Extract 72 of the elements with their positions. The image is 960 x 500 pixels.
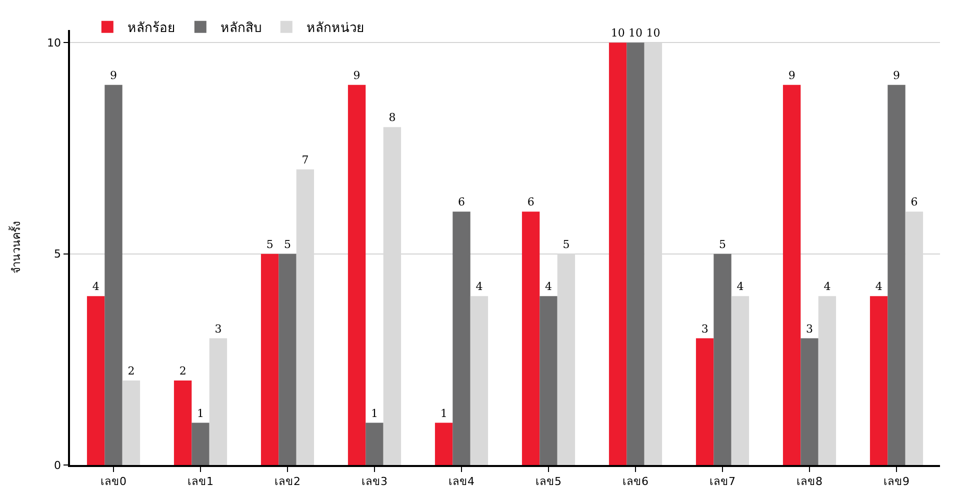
data-label: 5: [266, 238, 274, 251]
data-label: 2: [179, 364, 186, 378]
data-label: 7: [302, 153, 309, 166]
data-label: 6: [527, 196, 534, 209]
data-label: 4: [92, 280, 100, 294]
data-label: 4: [476, 280, 483, 294]
bar: [714, 254, 732, 465]
bar: [470, 296, 488, 465]
data-label: 5: [284, 238, 292, 251]
bar: [104, 84, 122, 465]
data-label: 5: [562, 238, 570, 251]
data-label: 3: [214, 322, 222, 336]
bar: [366, 422, 384, 465]
bar: [870, 296, 888, 465]
bar: [540, 296, 558, 465]
bar: [888, 84, 906, 465]
data-label: 10: [610, 26, 625, 40]
bar: [348, 84, 366, 465]
data-label: 3: [701, 322, 708, 336]
bar: [434, 422, 453, 465]
bar: [731, 296, 750, 465]
y-tick-label: 5: [54, 248, 62, 261]
bar: [626, 42, 644, 465]
bar: [209, 338, 228, 465]
bar: [260, 254, 279, 465]
bar: [452, 212, 470, 465]
data-label: 8: [388, 111, 396, 124]
x-tick-label: เลข2: [274, 474, 300, 488]
x-tick-label: เลข8: [796, 474, 822, 488]
data-label: 4: [875, 280, 882, 294]
bar: [800, 338, 818, 465]
y-tick-label: 10: [47, 36, 62, 50]
bar: [818, 296, 836, 465]
x-tick-label: เลข1: [188, 474, 214, 488]
bar: [122, 380, 140, 465]
legend-label: หลักร้อย: [127, 20, 176, 36]
data-label: 3: [806, 322, 814, 336]
data-label: 1: [370, 406, 378, 420]
x-tick-label: เลข7: [710, 474, 736, 488]
bar: [696, 338, 714, 465]
data-label: 4: [824, 280, 831, 294]
data-label: 6: [910, 196, 918, 209]
data-label: 10: [646, 26, 660, 40]
data-label: 5: [719, 238, 726, 251]
bar: [782, 84, 801, 465]
data-label: 9: [788, 68, 796, 82]
data-label: 10: [628, 26, 643, 40]
legend-label: หลักหน่วย: [306, 20, 364, 36]
x-tick-label: เลข9: [884, 474, 910, 488]
data-label: 1: [197, 406, 204, 420]
data-label: 9: [893, 68, 900, 82]
data-label: 6: [458, 196, 466, 209]
data-label: 9: [353, 68, 360, 82]
data-label: 1: [440, 406, 448, 420]
data-label: 9: [110, 68, 118, 82]
bar: [608, 42, 627, 465]
y-tick-label: 0: [54, 458, 62, 472]
bar: [278, 254, 296, 465]
bar: [174, 380, 192, 465]
y-axis-title: จำนวนครั้ง: [8, 222, 24, 274]
data-label: 4: [736, 280, 744, 294]
x-tick-label: เลข6: [622, 474, 648, 488]
bar: [522, 212, 540, 465]
data-label: 4: [545, 280, 552, 294]
bar: [192, 422, 210, 465]
bar: [86, 296, 105, 465]
data-label: 2: [128, 364, 135, 378]
x-tick-label: เลข5: [536, 474, 562, 488]
legend-label: หลักสิบ: [220, 20, 262, 36]
x-tick-label: เลข3: [362, 474, 388, 488]
x-tick-label: เลข4: [448, 474, 474, 488]
x-tick-label: เลข0: [100, 474, 126, 488]
